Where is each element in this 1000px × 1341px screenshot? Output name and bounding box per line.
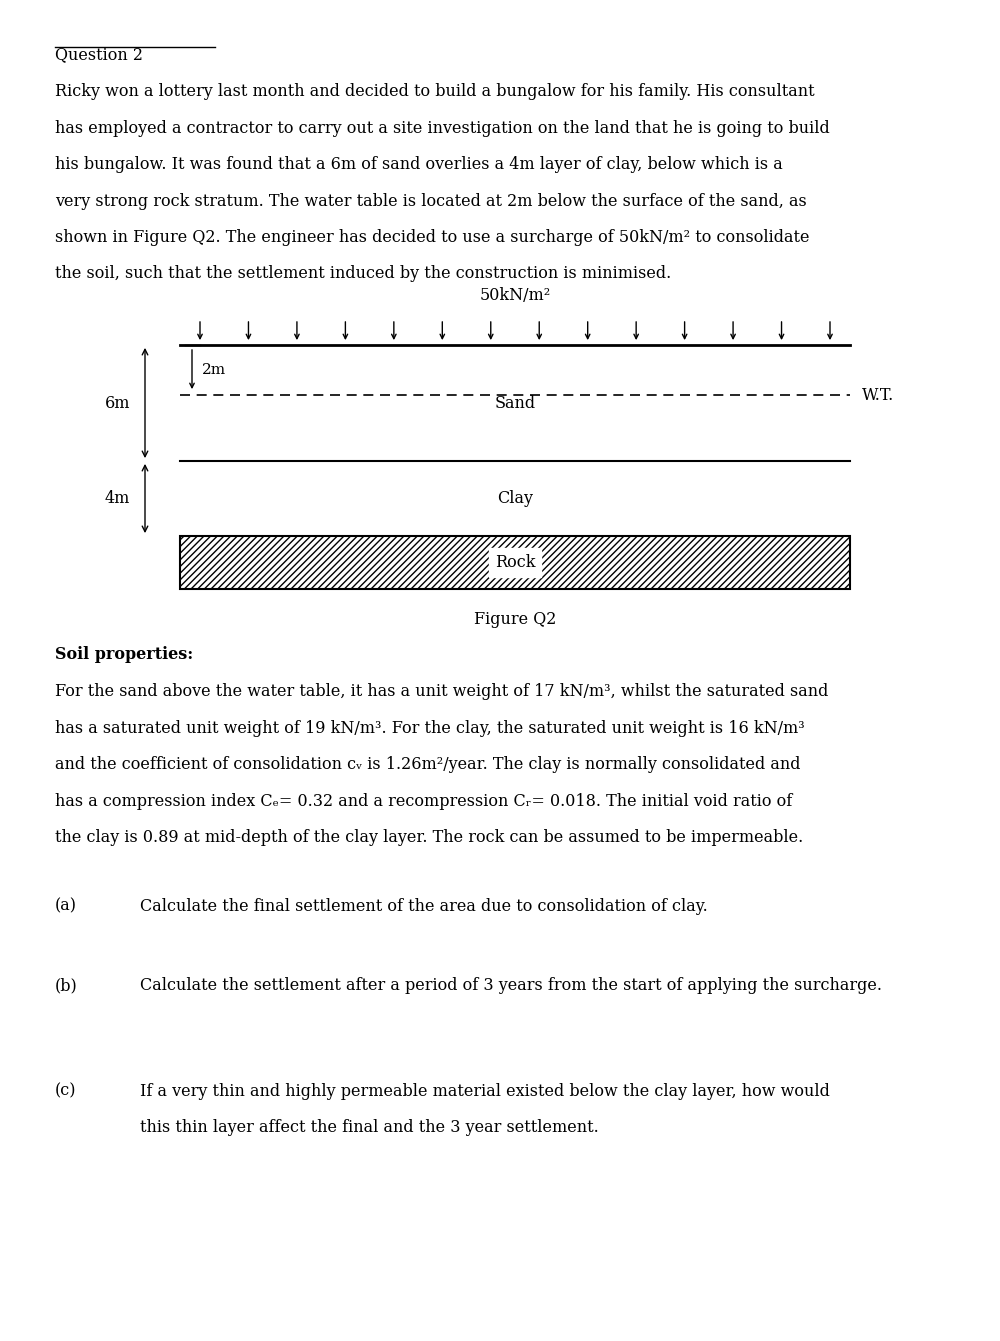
Text: 4m: 4m	[105, 489, 130, 507]
Text: his bungalow. It was found that a 6m of sand overlies a 4m layer of clay, below : his bungalow. It was found that a 6m of …	[55, 156, 783, 173]
Text: Rock: Rock	[495, 554, 535, 571]
Text: shown in Figure Q2. The engineer has decided to use a surcharge of 50kN/m² to co: shown in Figure Q2. The engineer has dec…	[55, 229, 810, 245]
Text: Sand: Sand	[494, 394, 536, 412]
Text: Question 2: Question 2	[55, 46, 143, 63]
Text: 6m: 6m	[104, 394, 130, 412]
Text: Calculate the settlement after a period of 3 years from the start of applying th: Calculate the settlement after a period …	[140, 978, 882, 995]
Bar	[180, 536, 850, 589]
Text: Figure Q2: Figure Q2	[474, 611, 556, 628]
Text: very strong rock stratum. The water table is located at 2m below the surface of : very strong rock stratum. The water tabl…	[55, 193, 807, 209]
Text: (a): (a)	[55, 897, 77, 915]
Text: has a compression index Cₑ= 0.32 and a recompression Cᵣ= 0.018. The initial void: has a compression index Cₑ= 0.32 and a r…	[55, 793, 792, 810]
Text: (c): (c)	[55, 1082, 76, 1100]
Text: this thin layer affect the final and the 3 year settlement.: this thin layer affect the final and the…	[140, 1118, 599, 1136]
Text: W.T.: W.T.	[862, 386, 894, 404]
Text: Ricky won a lottery last month and decided to build a bungalow for his family. H: Ricky won a lottery last month and decid…	[55, 83, 815, 101]
Text: 2m: 2m	[202, 363, 226, 377]
Text: Soil properties:: Soil properties:	[55, 646, 193, 662]
Text: Calculate the final settlement of the area due to consolidation of clay.: Calculate the final settlement of the ar…	[140, 897, 708, 915]
Text: has employed a contractor to carry out a site investigation on the land that he : has employed a contractor to carry out a…	[55, 119, 830, 137]
Text: If a very thin and highly permeable material existed below the clay layer, how w: If a very thin and highly permeable mate…	[140, 1082, 830, 1100]
Text: 50kN/m²: 50kN/m²	[479, 287, 551, 304]
Text: (b): (b)	[55, 978, 78, 995]
Text: the clay is 0.89 at mid-depth of the clay layer. The rock can be assumed to be i: the clay is 0.89 at mid-depth of the cla…	[55, 829, 803, 846]
Text: and the coefficient of consolidation cᵥ is 1.26m²/year. The clay is normally con: and the coefficient of consolidation cᵥ …	[55, 756, 800, 772]
Text: Clay: Clay	[497, 489, 533, 507]
Text: the soil, such that the settlement induced by the construction is minimised.: the soil, such that the settlement induc…	[55, 266, 671, 283]
Text: has a saturated unit weight of 19 kN/m³. For the clay, the saturated unit weight: has a saturated unit weight of 19 kN/m³.…	[55, 720, 805, 736]
Text: For the sand above the water table, it has a unit weight of 17 kN/m³, whilst the: For the sand above the water table, it h…	[55, 683, 828, 700]
